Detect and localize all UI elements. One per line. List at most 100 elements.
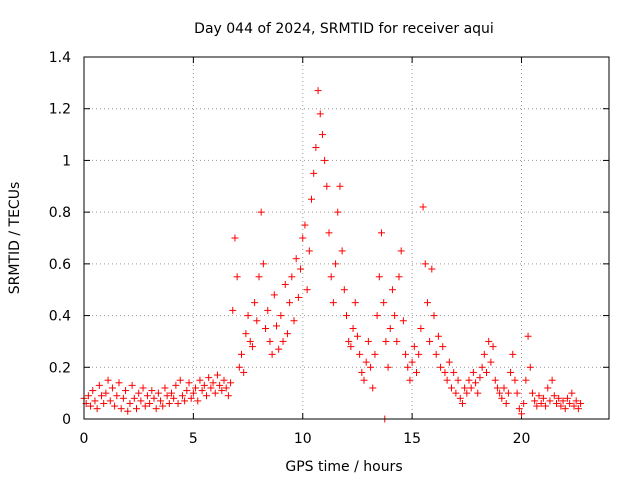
data-point [347, 343, 355, 351]
data-point [229, 306, 237, 314]
data-point [445, 358, 453, 366]
data-point [489, 343, 497, 351]
data-point [187, 394, 195, 402]
data-point [246, 337, 254, 345]
data-point [336, 182, 344, 190]
data-point [375, 273, 383, 281]
data-point [259, 260, 267, 268]
data-point [314, 87, 322, 95]
data-point [316, 110, 324, 118]
data-point [192, 384, 200, 392]
data-point [531, 397, 539, 405]
data-point [474, 389, 482, 397]
data-point [91, 397, 99, 405]
data-point [119, 394, 127, 402]
data-point [281, 281, 289, 289]
data-point [533, 402, 541, 410]
data-point [367, 363, 375, 371]
data-point [483, 368, 490, 376]
data-point [141, 402, 149, 410]
data-point [283, 330, 291, 338]
data-point [227, 379, 235, 387]
data-point [290, 317, 298, 325]
data-point [321, 156, 329, 164]
data-point [275, 345, 283, 353]
data-point [351, 299, 359, 307]
data-point [294, 293, 302, 301]
data-point [423, 299, 431, 307]
y-tick-label: 0.2 [49, 360, 71, 376]
data-point [498, 394, 506, 402]
data-point [150, 394, 158, 402]
data-point [364, 337, 372, 345]
data-point [522, 376, 530, 384]
data-point [168, 389, 175, 397]
data-point [419, 203, 427, 211]
data-point [428, 265, 436, 273]
data-point [209, 379, 217, 387]
data-point [233, 273, 241, 281]
data-point [318, 131, 326, 139]
data-point [485, 337, 493, 345]
data-point [557, 402, 565, 410]
data-point [537, 399, 545, 407]
data-point [95, 381, 103, 389]
data-point [270, 291, 278, 299]
data-point [231, 234, 239, 242]
data-point [205, 374, 213, 382]
data-point [222, 384, 230, 392]
data-point [421, 260, 429, 268]
data-point [476, 374, 484, 382]
data-point [430, 312, 438, 320]
data-point [133, 405, 140, 413]
data-point [242, 330, 250, 338]
y-axis-label: SRMTID / TECUs [7, 182, 23, 295]
data-point [248, 343, 256, 351]
data-point [172, 381, 180, 389]
data-point [178, 392, 186, 400]
data-point [434, 332, 442, 340]
data-point [566, 399, 574, 407]
data-point [550, 392, 558, 400]
data-point [334, 208, 342, 216]
data-point [437, 363, 445, 371]
data-point [299, 234, 307, 242]
data-point [143, 392, 151, 400]
data-point [196, 376, 204, 384]
data-point [111, 402, 119, 410]
data-point [264, 306, 272, 314]
data-point [500, 384, 508, 392]
data-point [395, 273, 403, 281]
data-point [235, 363, 243, 371]
data-point [323, 182, 331, 190]
data-point [507, 368, 515, 376]
data-point [310, 169, 318, 177]
data-point [478, 363, 486, 371]
data-point [98, 392, 105, 400]
data-point [496, 389, 504, 397]
plot-frame [83, 56, 610, 420]
data-point [493, 384, 501, 392]
data-point [128, 381, 136, 389]
data-point [502, 399, 510, 407]
data-point [577, 399, 585, 407]
data-point [561, 405, 569, 413]
data-point [303, 286, 311, 294]
data-point [373, 312, 381, 320]
data-point [539, 394, 547, 402]
data-point [325, 229, 333, 237]
data-point [369, 384, 377, 392]
data-point [117, 405, 125, 413]
data-point [568, 389, 576, 397]
data-point [165, 399, 173, 407]
data-point [338, 247, 346, 255]
data-point [480, 350, 488, 358]
data-point [382, 337, 390, 345]
data-point [139, 384, 147, 392]
data-point [463, 389, 471, 397]
data-point [402, 350, 410, 358]
data-point [410, 343, 418, 351]
data-point [130, 394, 138, 402]
